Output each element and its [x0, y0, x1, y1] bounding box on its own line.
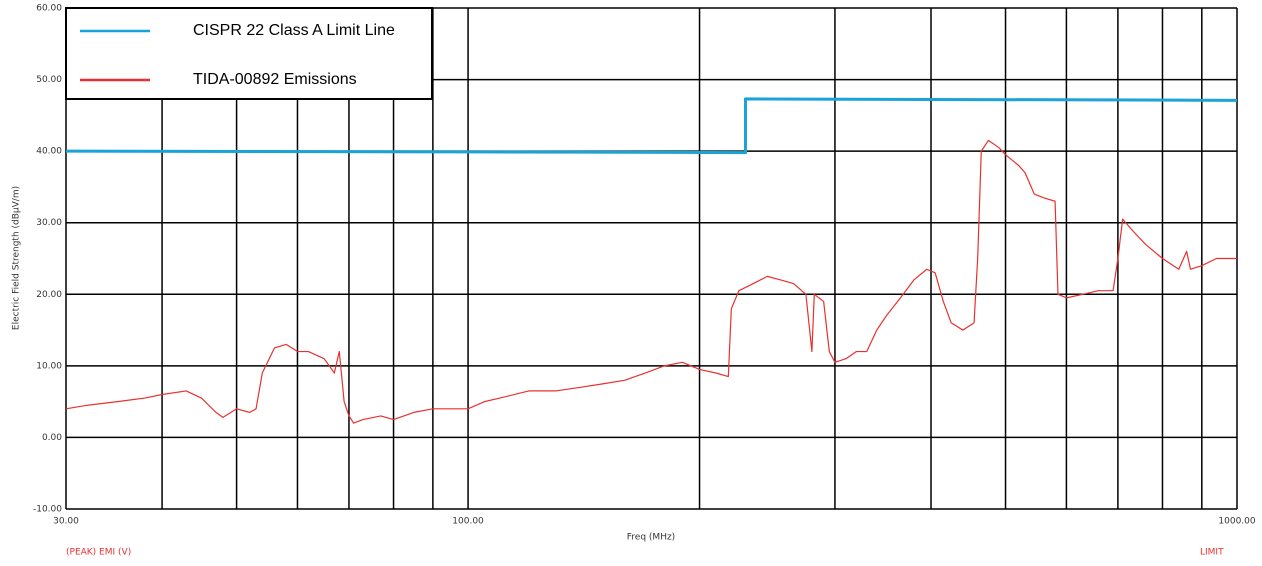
y-tick-label: 40.00 [36, 147, 62, 157]
footer-left: (PEAK) EMI (V) [66, 548, 131, 558]
x-axis-label: Freq (MHz) [627, 533, 675, 543]
y-tick-label: 10.00 [36, 361, 62, 371]
legend-label: CISPR 22 Class A Limit Line [193, 22, 395, 39]
legend-label: TIDA-00892 Emissions [193, 71, 357, 88]
y-axis-label: Electric Field Strength (dBµV/m) [12, 186, 22, 330]
legend: CISPR 22 Class A Limit Line TIDA-00892 Em… [65, 7, 433, 100]
x-tick-label: 1000.00 [1218, 517, 1255, 527]
footer-right: LIMIT [1200, 548, 1224, 558]
y-tick-label: -10.00 [33, 505, 62, 515]
legend-box [65, 7, 433, 100]
y-tick-label: 50.00 [36, 75, 62, 85]
y-tick-label: 0.00 [42, 433, 62, 443]
y-tick-label: 20.00 [36, 290, 62, 300]
series-line [65, 97, 1238, 155]
x-tick-label: 100.00 [452, 517, 484, 527]
series-line [65, 139, 1237, 424]
y-tick-label: 60.00 [36, 4, 62, 14]
x-tick-label: 30.00 [53, 517, 79, 527]
y-tick-label: 30.00 [36, 218, 62, 228]
